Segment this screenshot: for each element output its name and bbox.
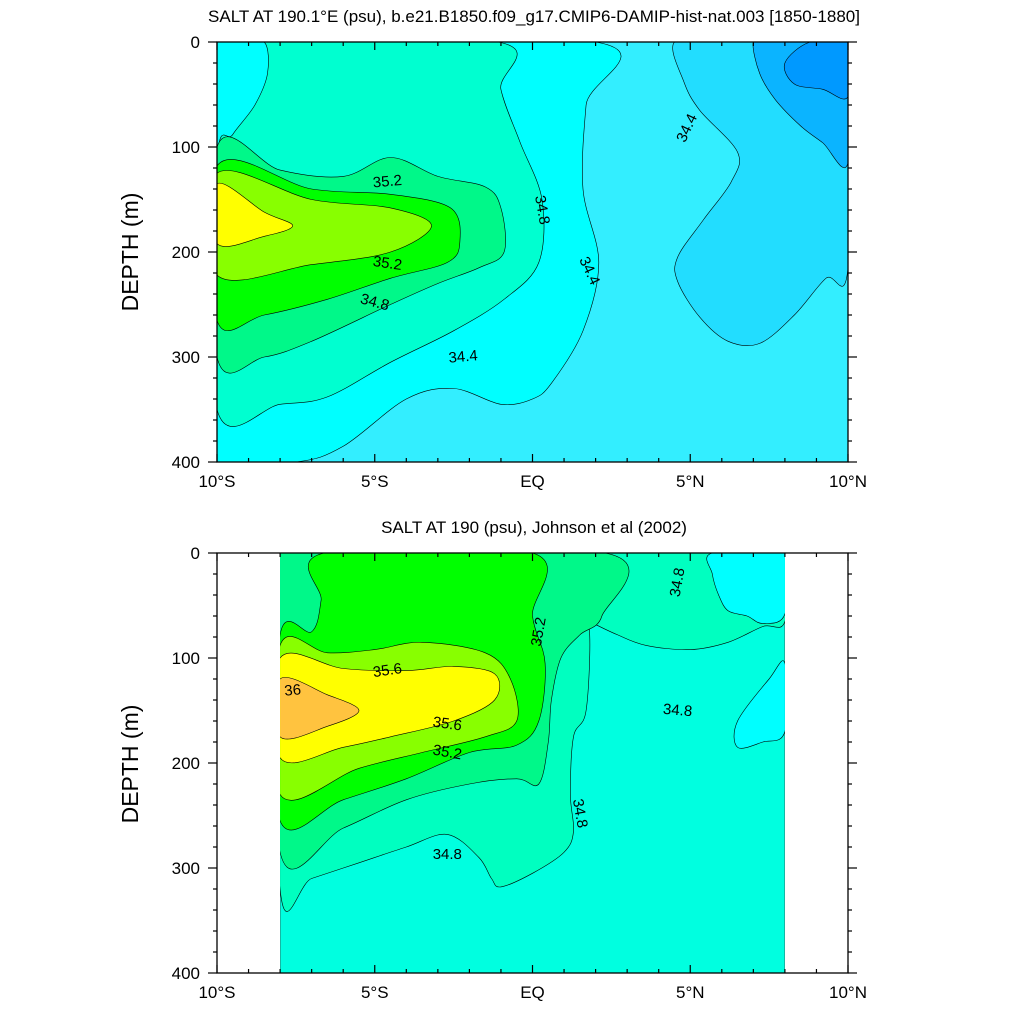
contour-fill-7 (280, 652, 501, 764)
y-tick-label: 100 (172, 649, 200, 668)
y-tick-label: 300 (172, 348, 200, 367)
x-tick-label: 5°S (361, 472, 389, 491)
contour-fill-9 (217, 182, 294, 247)
panel-observations: SALT AT 190 (psu), Johnson et al (2002) … (117, 518, 867, 1002)
contour-label: 34.8 (569, 798, 591, 830)
x-tick-label: EQ (520, 472, 545, 491)
axis-ticks (208, 41, 857, 463)
contour-plot: 35.235.234.834.834.434.434.410°S 5°S EQ 5°N… (172, 33, 867, 491)
contour-fill-2 (706, 553, 785, 624)
contour-label: 34.8 (662, 701, 693, 720)
x-tick-label: 10°N (829, 472, 867, 491)
contour-label: 34.8 (667, 567, 689, 599)
x-tick-label: 10°S (198, 983, 235, 1002)
contour-label: 36 (284, 681, 302, 699)
y-tick-label: 0 (191, 33, 200, 52)
contour-label: 34.8 (433, 846, 462, 863)
panel-model: SALT AT 190.1°E (psu), b.e21.B1850.f09_g… (117, 7, 867, 491)
contour-label: 35.2 (372, 172, 403, 191)
contour-label: 35.2 (431, 742, 463, 764)
contour-label: 34.4 (448, 347, 479, 366)
contour-fills (217, 42, 848, 462)
y-axis-label: DEPTH (m) (117, 193, 143, 312)
y-tick-label: 0 (191, 544, 200, 563)
contour-fill-8 (280, 677, 360, 740)
contour-label: 35.6 (432, 714, 463, 735)
x-tick-label: EQ (520, 983, 545, 1002)
contour-fill-3 (733, 660, 785, 749)
contour-label: 35.2 (372, 253, 403, 274)
y-tick-label: 200 (172, 243, 200, 262)
contour-label: 34.8 (531, 194, 553, 226)
contour-fill-3 (784, 42, 848, 100)
y-tick-label: 400 (172, 453, 200, 472)
x-tick-label: 10°S (198, 472, 235, 491)
y-axis-label: DEPTH (m) (117, 705, 143, 824)
contour-labels: 35.6 36 35.6 35.2 35.2 34.8 34.8 34.8 34.8 (284, 567, 693, 863)
contour-label: 35.2 (528, 616, 550, 648)
contour-label: 34.8 (358, 290, 391, 314)
y-tick-label: 300 (172, 859, 200, 878)
y-tick-label: 400 (172, 964, 200, 983)
chart-title: SALT AT 190 (psu), Johnson et al (2002) (381, 518, 687, 537)
y-tick-label: 100 (172, 138, 200, 157)
tick-labels: 10°S 5°S EQ 5°N 10°N 0 100 200 300 400 (172, 544, 867, 1002)
axis-ticks (208, 552, 857, 974)
contour-fills (280, 553, 785, 973)
x-tick-label: 10°N (829, 983, 867, 1002)
tick-labels: 10°S 5°S EQ 5°N 10°N 0 100 200 300 400 (172, 33, 867, 491)
x-tick-label: 5°S (361, 983, 389, 1002)
contour-plot: 35.6 36 35.6 35.2 35.2 34.8 34.8 34.8 34.8 10°S 5°… (172, 544, 867, 1002)
contour-label: 35.6 (372, 660, 403, 681)
x-tick-label: 5°N (676, 472, 705, 491)
y-tick-label: 200 (172, 754, 200, 773)
chart-title: SALT AT 190.1°E (psu), b.e21.B1850.f09_g… (208, 7, 860, 26)
x-tick-label: 5°N (676, 983, 705, 1002)
